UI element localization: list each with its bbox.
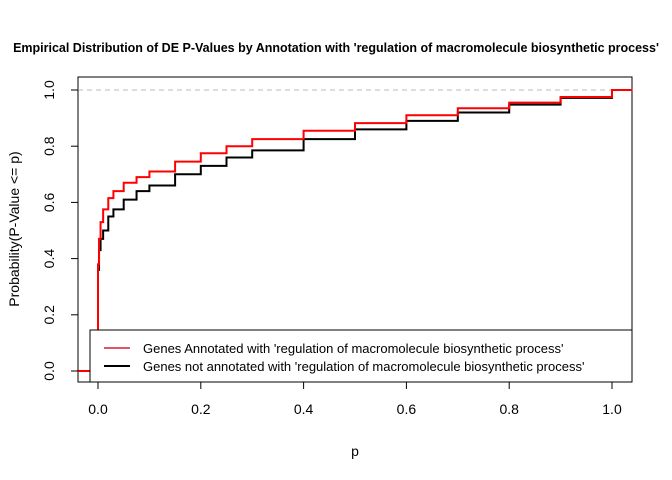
legend-label-not-annotated: Genes not annotated with 'regulation of … [143,359,584,374]
x-tick-label: 1.0 [602,401,622,417]
legend-box [89,329,633,383]
legend-label-annotated: Genes Annotated with 'regulation of macr… [143,341,563,356]
y-tick-label: 0.0 [41,361,57,381]
x-tick-label: 0.8 [499,401,519,417]
y-tick-label: 0.8 [41,136,57,156]
x-tick-label: 0.2 [191,401,211,417]
x-tick-label: 0.6 [397,401,417,417]
y-tick-label: 0.6 [41,192,57,212]
y-tick-label: 0.2 [41,305,57,325]
y-axis-label: Probability(P-Value <= p) [6,151,22,306]
series-line-0 [77,89,633,372]
y-tick-label: 0.4 [41,249,57,269]
x-tick-label: 0.4 [294,401,314,417]
series-line-1 [77,89,633,372]
x-tick-label: 0.0 [88,401,108,417]
y-tick-label: 1.0 [41,80,57,100]
x-axis-label: p [351,443,359,459]
legend: Genes Annotated with 'regulation of macr… [89,329,633,383]
chart-title: Empirical Distribution of DE P-Values by… [13,41,659,55]
